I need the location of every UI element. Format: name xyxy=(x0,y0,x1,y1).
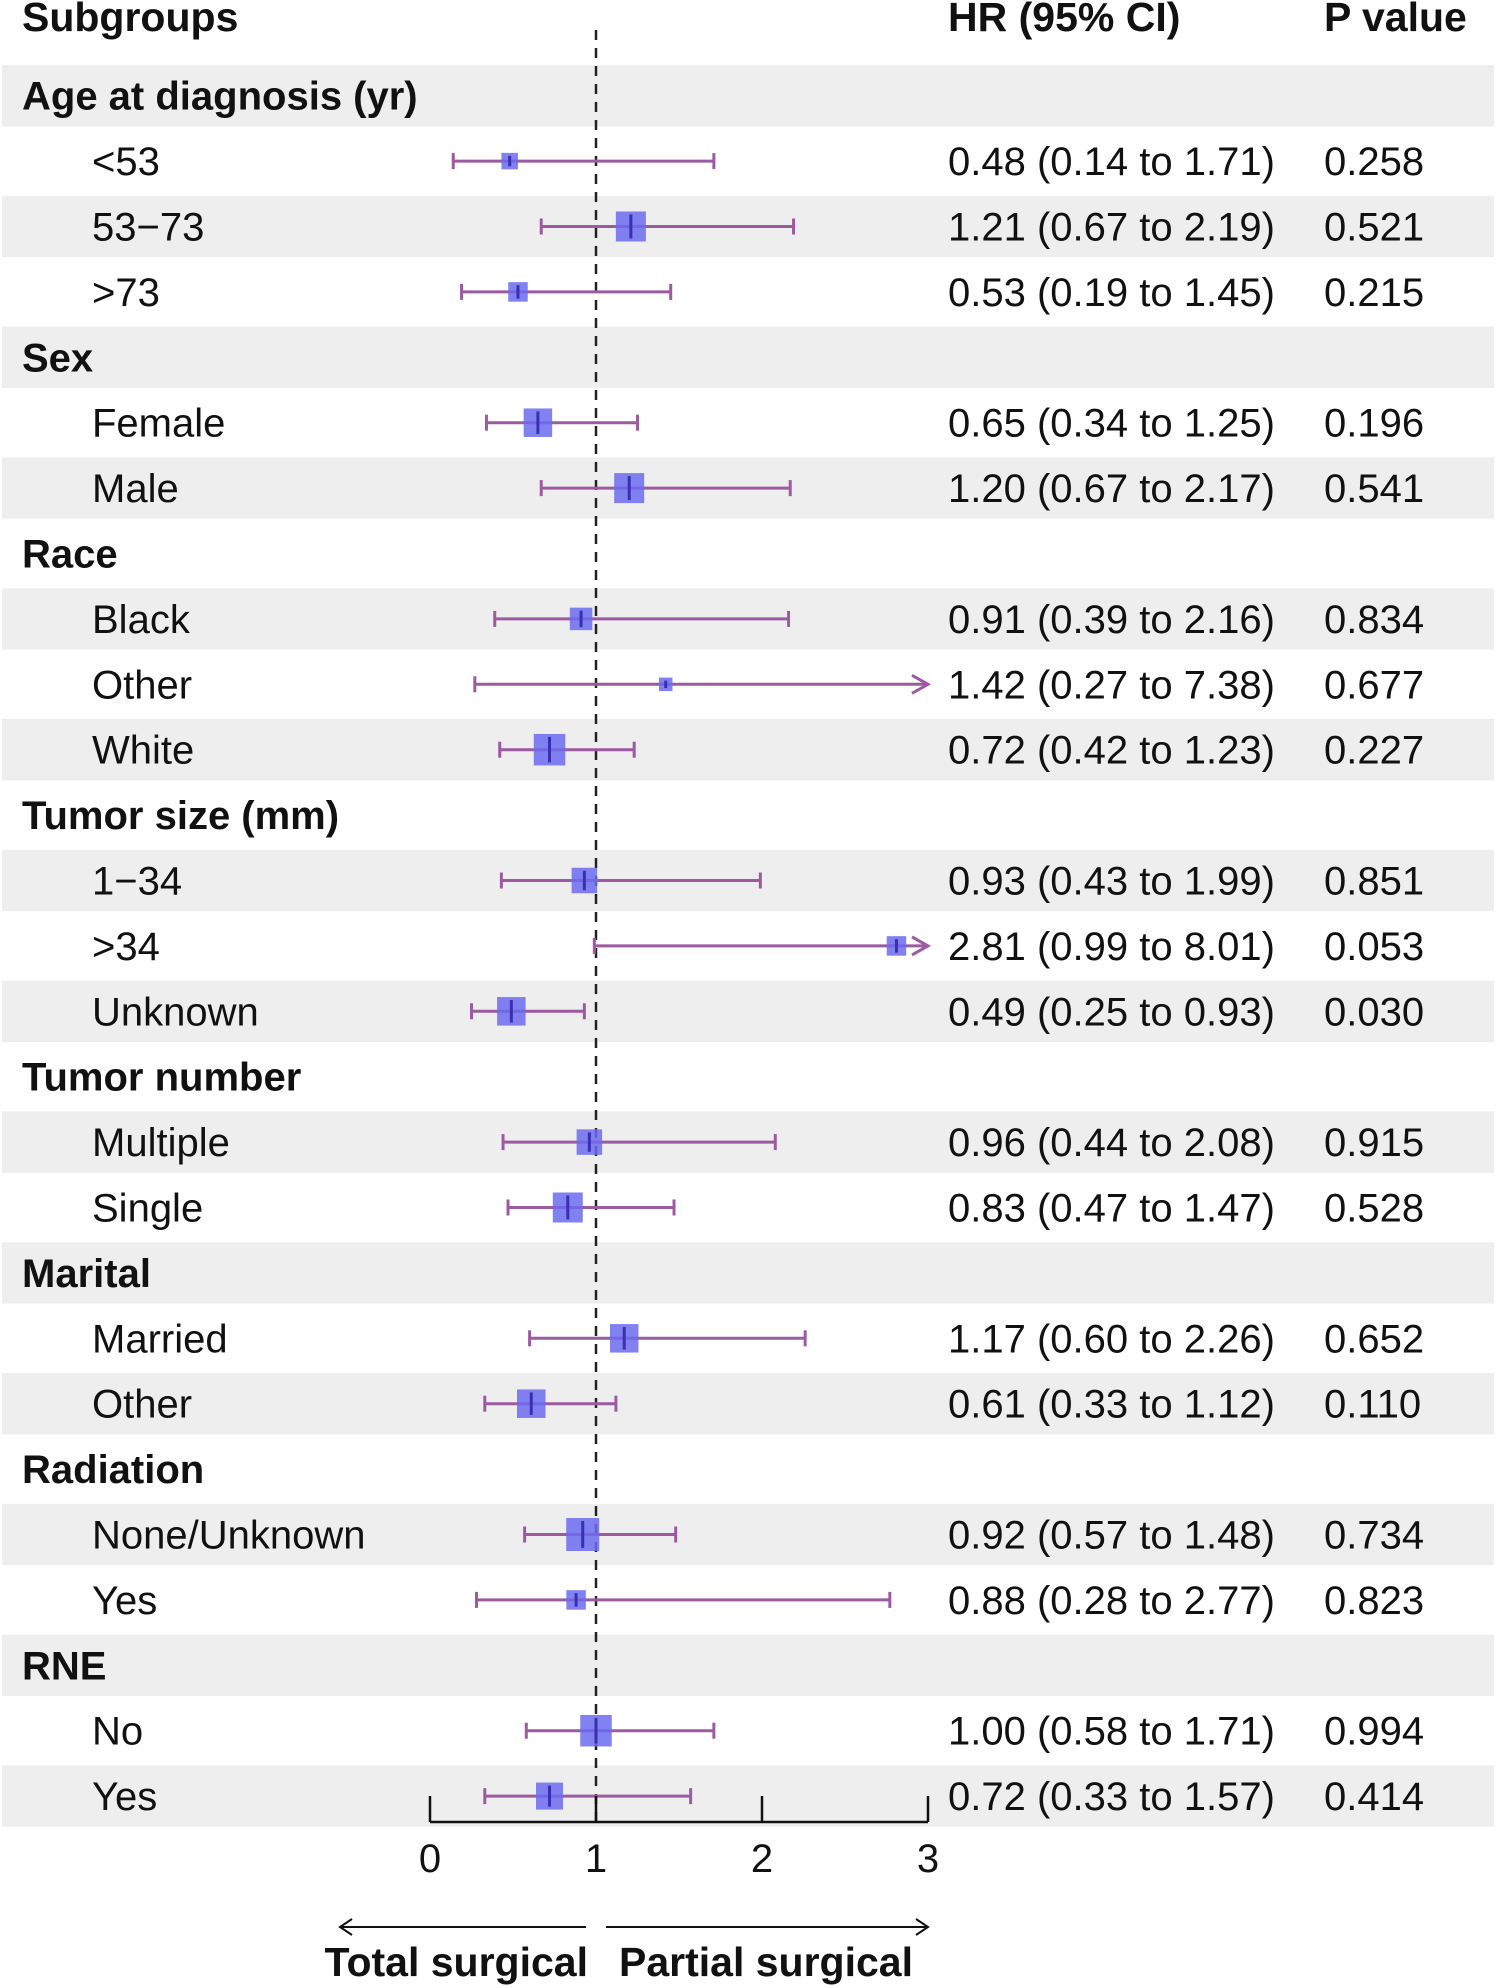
subgroup-label: >34 xyxy=(92,925,160,969)
row-band xyxy=(2,326,1494,388)
header-p-value: P value xyxy=(1324,0,1467,40)
subgroup-label: White xyxy=(92,729,194,773)
row-band xyxy=(2,65,1494,127)
hr-ci-value: 1.42 (0.27 to 7.38) xyxy=(948,663,1275,707)
hr-ci-value: 0.72 (0.33 to 1.57) xyxy=(948,1775,1275,1819)
x-axis: 0 1 2 3 xyxy=(419,1796,939,1881)
group-label: Age at diagnosis (yr) xyxy=(22,75,418,119)
hr-ci-value: 1.21 (0.67 to 2.19) xyxy=(948,206,1275,250)
hr-ci-value: 0.83 (0.47 to 1.47) xyxy=(948,1187,1275,1231)
subgroup-label: Married xyxy=(92,1317,228,1361)
x-tick-label: 0 xyxy=(419,1837,441,1881)
hr-ci-value: 0.48 (0.14 to 1.71) xyxy=(948,140,1275,184)
hr-ci-value: 0.92 (0.57 to 1.48) xyxy=(948,1514,1275,1558)
p-value: 0.541 xyxy=(1324,467,1424,511)
subgroup-label: None/Unknown xyxy=(92,1514,366,1558)
row-band xyxy=(2,1242,1494,1304)
subgroup-label: 53−73 xyxy=(92,206,204,250)
p-value: 0.652 xyxy=(1324,1317,1424,1361)
hr-ci-value: 0.88 (0.28 to 2.77) xyxy=(948,1579,1275,1623)
ci-truncation-arrow-icon xyxy=(911,935,932,957)
p-value: 0.528 xyxy=(1324,1187,1424,1231)
header-hr: HR (95% CI) xyxy=(948,0,1180,40)
hr-ci-value: 0.72 (0.42 to 1.23) xyxy=(948,729,1275,773)
group-label: Race xyxy=(22,533,118,577)
direction-labels: Total surgical Partial surgical xyxy=(324,1918,930,1985)
hr-ci-value: 0.96 (0.44 to 2.08) xyxy=(948,1121,1275,1165)
p-value: 0.110 xyxy=(1324,1383,1421,1427)
x-axis-ticks: 0 1 2 3 xyxy=(419,1796,939,1881)
p-value: 0.414 xyxy=(1324,1775,1424,1819)
plot-area xyxy=(451,30,932,1829)
header-subgroups: Subgroups xyxy=(22,0,238,40)
p-value: 0.215 xyxy=(1324,271,1424,315)
p-value: 0.915 xyxy=(1324,1121,1424,1165)
p-value: 0.994 xyxy=(1324,1710,1424,1754)
x-tick-label: 1 xyxy=(585,1837,607,1881)
subgroup-label: >73 xyxy=(92,271,160,315)
p-value: 0.053 xyxy=(1324,925,1424,969)
subgroup-label: Female xyxy=(92,402,225,446)
group-label: Sex xyxy=(22,336,93,380)
subgroup-label: 1−34 xyxy=(92,860,182,904)
group-label: Tumor size (mm) xyxy=(22,794,339,838)
hr-ci-value: 0.61 (0.33 to 1.12) xyxy=(948,1383,1275,1427)
row-labels: Age at diagnosis (yr) <53 53−73 >73 Sex Femal… xyxy=(22,75,418,1819)
hr-ci-value: 2.81 (0.99 to 8.01) xyxy=(948,925,1275,969)
p-value: 0.677 xyxy=(1324,663,1424,707)
direction-label-left: Total surgical xyxy=(324,1939,588,1985)
subgroup-label: Unknown xyxy=(92,990,259,1034)
header-row: Subgroups HR (95% CI) P value xyxy=(22,0,1467,40)
subgroup-label: Multiple xyxy=(92,1121,230,1165)
group-label: Marital xyxy=(22,1252,151,1296)
subgroup-label: Yes xyxy=(92,1775,157,1819)
subgroup-label: Black xyxy=(92,598,191,642)
right-arrow-icon xyxy=(606,1918,930,1936)
group-label: Radiation xyxy=(22,1448,204,1492)
p-value: 0.030 xyxy=(1324,990,1424,1034)
subgroup-label: <53 xyxy=(92,140,160,184)
direction-label-right: Partial surgical xyxy=(619,1939,913,1985)
left-arrow-icon xyxy=(338,1918,586,1936)
row-band xyxy=(2,719,1494,781)
p-value: 0.834 xyxy=(1324,598,1424,642)
hr-ci-value: 0.49 (0.25 to 0.93) xyxy=(948,990,1275,1034)
p-value: 0.734 xyxy=(1324,1514,1424,1558)
p-value: 0.823 xyxy=(1324,1579,1424,1623)
row-band xyxy=(2,1373,1494,1435)
row-band xyxy=(2,980,1494,1042)
x-tick-label: 3 xyxy=(917,1837,939,1881)
hr-ci-value: 1.00 (0.58 to 1.71) xyxy=(948,1710,1275,1754)
hr-ci-value: 0.93 (0.43 to 1.99) xyxy=(948,860,1275,904)
subgroup-label: Other xyxy=(92,1383,192,1427)
hr-ci-value: 1.20 (0.67 to 2.17) xyxy=(948,467,1275,511)
row-band xyxy=(2,1503,1494,1566)
group-label: Tumor number xyxy=(22,1056,301,1100)
subgroup-label: Other xyxy=(92,663,192,707)
x-tick-label: 2 xyxy=(751,1837,773,1881)
row-band xyxy=(2,1765,1494,1827)
p-value: 0.258 xyxy=(1324,140,1424,184)
estimate-marks xyxy=(451,152,932,1810)
hr-ci-value: 0.53 (0.19 to 1.45) xyxy=(948,271,1275,315)
hr-ci-value: 0.65 (0.34 to 1.25) xyxy=(948,402,1275,446)
hr-ci-value: 0.91 (0.39 to 2.16) xyxy=(948,598,1275,642)
group-label: RNE xyxy=(22,1644,106,1688)
subgroup-label: No xyxy=(92,1710,143,1754)
p-value: 0.851 xyxy=(1324,860,1424,904)
hr-ci-value: 1.17 (0.60 to 2.26) xyxy=(948,1317,1275,1361)
p-value: 0.227 xyxy=(1324,729,1424,773)
p-value: 0.196 xyxy=(1324,402,1424,446)
subgroup-label: Yes xyxy=(92,1579,157,1623)
ci-truncation-arrow-icon xyxy=(911,673,932,695)
subgroup-label: Male xyxy=(92,467,179,511)
row-band xyxy=(2,1634,1494,1696)
subgroup-label: Single xyxy=(92,1187,203,1231)
row-values: 0.48 (0.14 to 1.71) 0.258 1.21 (0.67 to 2.… xyxy=(948,140,1424,1819)
p-value: 0.521 xyxy=(1324,206,1424,250)
